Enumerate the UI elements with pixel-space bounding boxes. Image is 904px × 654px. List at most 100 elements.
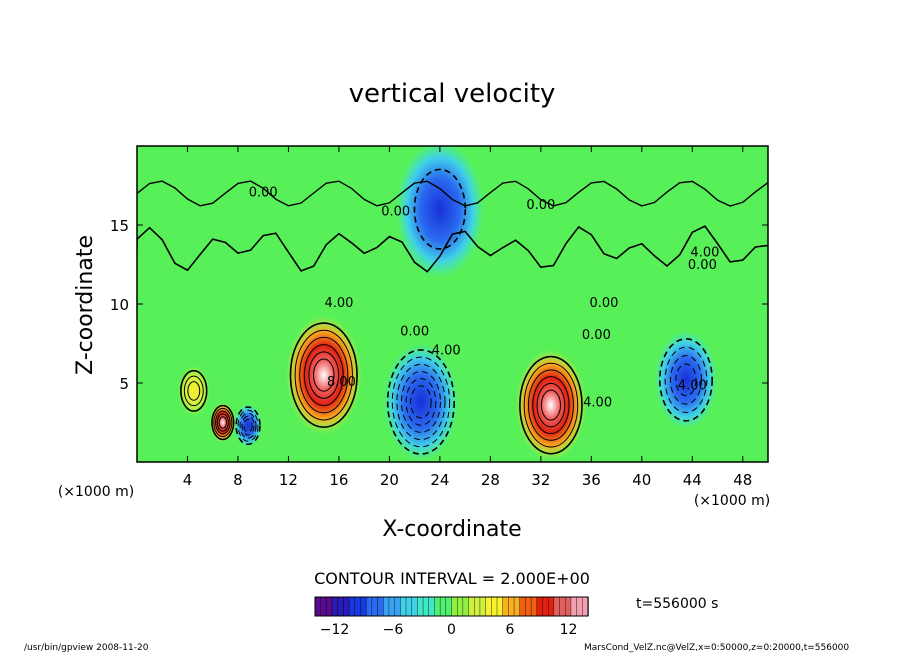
colorbar-frame [314, 596, 589, 617]
heat-cell [395, 146, 485, 279]
colorbar-tick-label: 12 [560, 622, 578, 638]
contour-line [405, 378, 437, 426]
colorbar-swatch [474, 596, 481, 617]
colorbar-swatch [456, 596, 464, 617]
contour-line [391, 356, 451, 448]
colorbar-swatch [468, 596, 475, 617]
colorbar-swatch [451, 596, 458, 617]
contour-label: 4.00 [432, 344, 461, 359]
colorbar-swatch [502, 596, 510, 617]
colorbar-swatch [559, 596, 566, 617]
x-tick-label: 28 [481, 471, 500, 489]
heat-cell [177, 365, 211, 417]
y-tick-label: 10 [110, 296, 129, 314]
colorbar-swatch [326, 596, 333, 617]
contour-line [312, 358, 335, 392]
colorbar-swatch [462, 596, 470, 617]
y-tick-label: 5 [119, 375, 129, 393]
colorbar-swatch [513, 596, 521, 617]
colorbar-swatch [348, 596, 356, 617]
x-tick-label: 12 [279, 471, 298, 489]
colorbar-swatch [337, 596, 345, 617]
contour-line [308, 351, 340, 399]
contour-line [180, 369, 208, 412]
footer-right: MarsCond_VelZ.nc@VelZ,x=0:50000,z=0:2000… [584, 643, 849, 653]
contour-label: 0.00 [688, 258, 717, 273]
contour-line [540, 389, 562, 421]
contour-line [294, 329, 353, 421]
x-tick-label: 16 [329, 471, 348, 489]
contour-label: 8.00 [327, 375, 356, 390]
colorbar-ticks: −12 −6 0 6 12 [320, 622, 578, 638]
contour-label: 0.00 [582, 328, 611, 343]
contour-line [211, 404, 235, 441]
heat-cell [654, 330, 718, 430]
colorbar-swatch [434, 596, 441, 617]
colorbar-swatch [496, 596, 504, 617]
colorbar-tick-label: 0 [447, 622, 456, 638]
colorbar-tick-label: 6 [506, 622, 515, 638]
zero-contour [137, 180, 768, 207]
contour-line [183, 375, 204, 407]
x-axis: 4 8 12 16 20 24 28 32 36 40 44 48 [183, 146, 752, 489]
colorbar-swatch [570, 596, 578, 617]
x-tick-label: 44 [683, 471, 702, 489]
footer-left: /usr/bin/gpview 2008-11-20 [24, 643, 149, 653]
x-tick-label: 4 [183, 471, 193, 489]
colorbar-swatch [320, 596, 328, 617]
contour-line [523, 362, 579, 448]
contour-line [527, 369, 574, 441]
colorbar-swatch [422, 596, 430, 617]
colorbar-swatch [479, 596, 487, 617]
colorbar-swatch [354, 596, 362, 617]
colorbar-tick-label: −12 [320, 622, 350, 638]
contour-line [519, 355, 583, 455]
x-tick-label: 20 [380, 471, 399, 489]
contour-label: 0.00 [526, 198, 555, 213]
contour-line [410, 385, 432, 419]
colorbar-swatch [331, 596, 339, 617]
contour-label: 0.00 [400, 325, 429, 340]
colorbar-swatch [383, 596, 390, 617]
contour-line [536, 382, 566, 428]
colorbar [314, 596, 589, 617]
contour-line [239, 412, 257, 439]
heat-cell [285, 315, 362, 435]
contour-line [216, 413, 229, 432]
colorbar-swatch [365, 596, 373, 617]
chart-title: vertical velocity [349, 79, 556, 109]
contour-line [303, 344, 344, 407]
y-tick-label: 15 [110, 217, 129, 235]
colorbar-swatch [371, 596, 379, 617]
colorbar-swatch [400, 596, 407, 617]
contour-line [187, 381, 201, 401]
contour-line [670, 355, 702, 405]
colorbar-swatch [428, 596, 436, 617]
contour-line [664, 346, 708, 413]
colorbar-swatch [491, 596, 498, 617]
colorbar-swatch [576, 596, 584, 617]
contour-line [213, 407, 233, 438]
heat-cell [515, 349, 587, 461]
colorbar-swatch [547, 596, 555, 617]
colorbar-swatch [445, 596, 453, 617]
contour-line [289, 322, 358, 428]
time-label: t=556000 s [636, 596, 718, 612]
contour-line [218, 416, 227, 429]
heatmap-field: 0.000.00 0.004.008.000.004.000.000.004.00… [137, 146, 768, 462]
colorbar-swatch [439, 596, 447, 617]
colorbar-swatch [485, 596, 493, 617]
x-tick-label: 48 [733, 471, 752, 489]
colorbar-swatch [525, 596, 532, 617]
contour-label: 4.00 [583, 396, 612, 411]
colorbar-swatch [405, 596, 413, 617]
contour-line [675, 363, 697, 397]
colorbar-swatch [530, 596, 538, 617]
colorbar-swatch [508, 596, 515, 617]
heat-cell [383, 342, 459, 462]
colorbar-swatch [360, 596, 367, 617]
contour-line [532, 376, 570, 435]
colorbar-swatch [565, 596, 572, 617]
x-tick-label: 32 [531, 471, 550, 489]
